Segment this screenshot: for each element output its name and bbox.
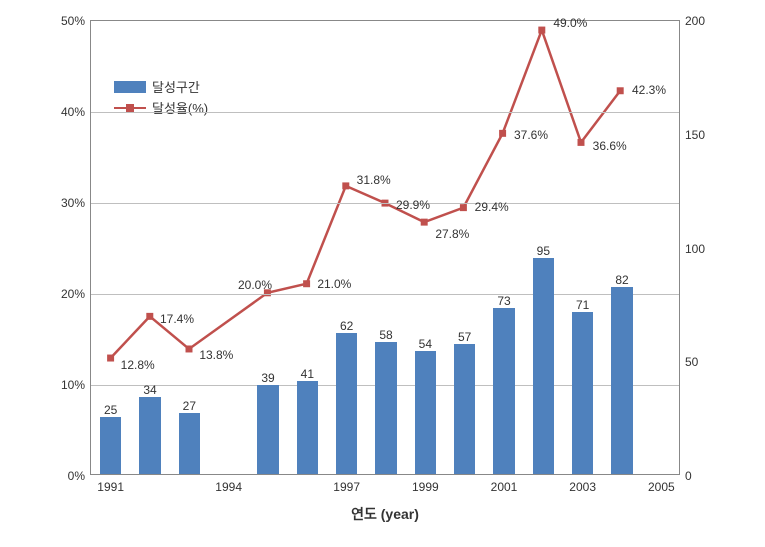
y-left-tick-label: 20%: [61, 287, 91, 301]
y-left-tick-label: 50%: [61, 14, 91, 28]
line-value-label: 13.8%: [199, 348, 233, 362]
y-right-tick-label: 150: [679, 128, 705, 142]
x-tick-label: 2003: [569, 474, 596, 494]
bar-value-label: 57: [458, 330, 471, 344]
line-marker: [421, 219, 428, 226]
bar-value-label: 27: [183, 399, 196, 413]
line-marker: [342, 182, 349, 189]
line-value-label: 36.6%: [593, 139, 627, 153]
line-value-label: 29.4%: [475, 200, 509, 214]
x-tick-label: 1994: [215, 474, 242, 494]
chart-container: 달성구간 달성율(%) 0% 10% 20% 30% 40% 50% 0 50 100 150 20…: [0, 0, 765, 547]
legend-item-line: 달성율(%): [114, 98, 208, 117]
bar: [493, 308, 515, 474]
bar: [100, 417, 122, 474]
legend-bar-label: 달성구간: [152, 77, 200, 96]
bar-value-label: 34: [143, 383, 156, 397]
bar: [179, 413, 201, 474]
bar-value-label: 71: [576, 298, 589, 312]
bar-value-label: 41: [301, 367, 314, 381]
bar-value-label: 82: [615, 273, 628, 287]
bar: [572, 312, 594, 474]
bar: [336, 333, 358, 474]
line-marker: [460, 204, 467, 211]
legend: 달성구간 달성율(%): [106, 71, 216, 123]
gridline: [91, 294, 679, 295]
y-right-tick-label: 0: [679, 469, 692, 483]
x-tick-label: 2001: [491, 474, 518, 494]
line-marker: [499, 130, 506, 137]
line-value-label: 27.8%: [435, 227, 469, 241]
line-marker: [107, 355, 114, 362]
bar-value-label: 39: [261, 371, 274, 385]
gridline: [91, 203, 679, 204]
line-value-label: 31.8%: [357, 173, 391, 187]
bar: [533, 258, 555, 474]
x-axis-title: 연도 (year): [351, 504, 419, 524]
x-tick-label: 1999: [412, 474, 439, 494]
bar: [375, 342, 397, 474]
legend-bar-swatch: [114, 81, 146, 93]
bar: [611, 287, 633, 474]
line-value-label: 49.0%: [553, 16, 587, 30]
x-tick-label: 1991: [97, 474, 124, 494]
line-value-label: 21.0%: [317, 277, 351, 291]
x-tick-label: 1997: [333, 474, 360, 494]
line-value-label: 29.9%: [396, 198, 430, 212]
bar: [139, 397, 161, 474]
y-left-tick-label: 30%: [61, 196, 91, 210]
line-marker: [186, 345, 193, 352]
line-marker: [146, 313, 153, 320]
gridline: [91, 112, 679, 113]
legend-item-bars: 달성구간: [114, 77, 208, 96]
line-value-label: 42.3%: [632, 83, 666, 97]
plot-area: 달성구간 달성율(%) 0%10%20%30%40%50%05010015020…: [90, 20, 680, 475]
y-right-tick-label: 200: [679, 14, 705, 28]
bar: [297, 381, 319, 474]
y-left-tick-label: 0%: [68, 469, 91, 483]
x-tick-label: 2005: [648, 474, 675, 494]
y-right-tick-label: 100: [679, 242, 705, 256]
line-value-label: 20.0%: [238, 278, 272, 292]
line-value-label: 17.4%: [160, 312, 194, 326]
bar: [454, 344, 476, 474]
line-marker: [578, 139, 585, 146]
y-left-tick-label: 40%: [61, 105, 91, 119]
bar-value-label: 95: [537, 244, 550, 258]
y-right-tick-label: 50: [679, 355, 698, 369]
line-value-label: 37.6%: [514, 128, 548, 142]
bar: [257, 385, 279, 474]
bar-value-label: 25: [104, 403, 117, 417]
legend-line-label: 달성율(%): [152, 98, 208, 117]
line-marker: [617, 87, 624, 94]
line-value-label: 12.8%: [121, 358, 155, 372]
bar-value-label: 54: [419, 337, 432, 351]
bar-value-label: 73: [497, 294, 510, 308]
line-marker: [303, 280, 310, 287]
line-marker: [538, 27, 545, 34]
y-left-tick-label: 10%: [61, 378, 91, 392]
bar-value-label: 58: [379, 328, 392, 342]
bar: [415, 351, 437, 474]
bar-value-label: 62: [340, 319, 353, 333]
